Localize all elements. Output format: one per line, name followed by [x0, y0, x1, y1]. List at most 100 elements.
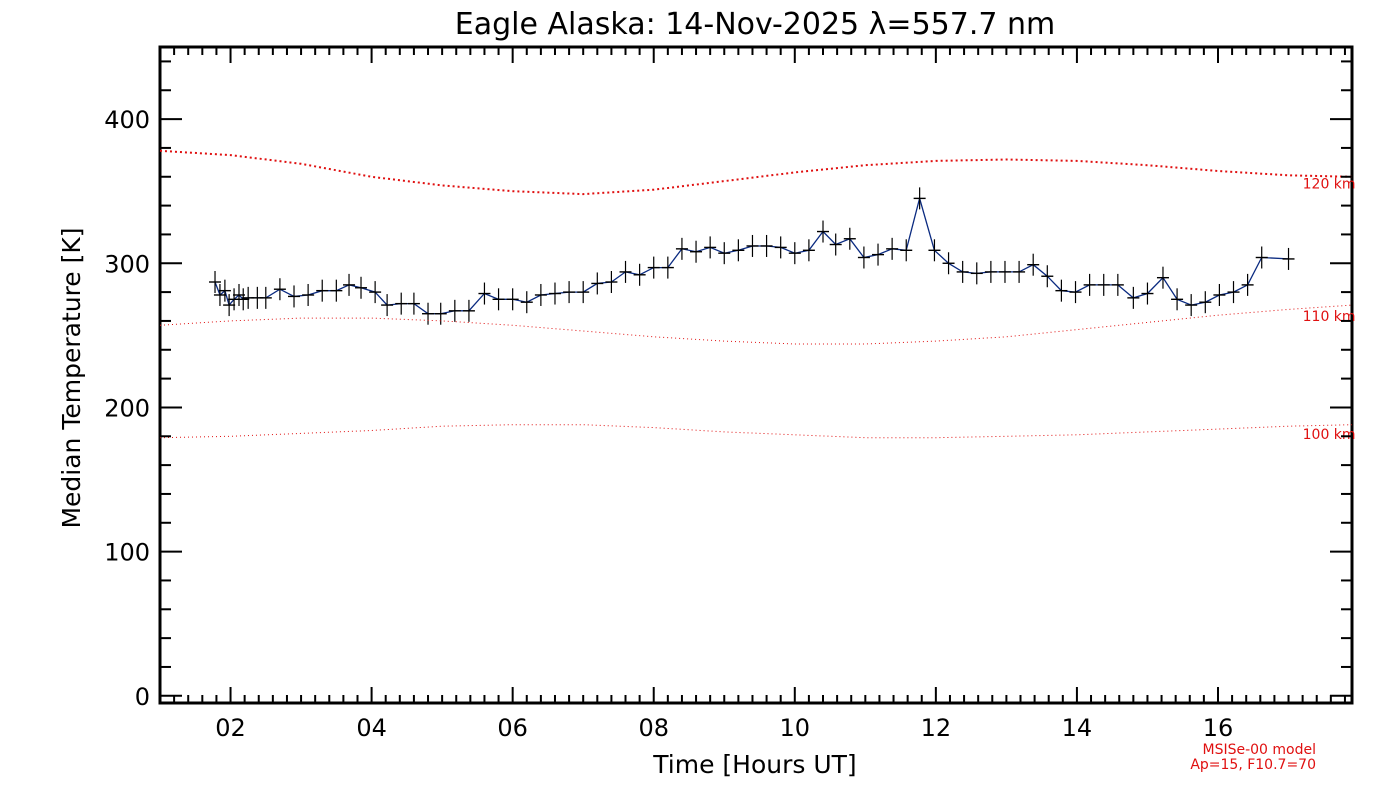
- data-point: [900, 239, 913, 262]
- data-point: [817, 220, 830, 243]
- x-tick-label: 14: [1062, 714, 1093, 742]
- data-point: [633, 263, 646, 286]
- data-point: [928, 239, 941, 262]
- data-point: [213, 283, 226, 306]
- data-point: [970, 262, 983, 285]
- data-point: [1255, 246, 1268, 269]
- curve-label: 120 km: [1303, 176, 1356, 192]
- data-point: [998, 260, 1011, 283]
- data-point: [942, 252, 955, 275]
- data-point: [462, 299, 475, 322]
- data-point: [1097, 273, 1110, 296]
- data-point: [760, 234, 773, 257]
- data-point: [1241, 273, 1254, 296]
- data-point: [1156, 266, 1169, 289]
- temperature-line: [214, 195, 1289, 315]
- data-point: [1127, 286, 1140, 309]
- data-point: [492, 288, 505, 311]
- data-point: [273, 278, 286, 301]
- data-point: [395, 292, 408, 315]
- y-tick-label: 300: [104, 250, 150, 278]
- curve-label: 100 km: [1303, 427, 1356, 443]
- data-point: [1171, 288, 1184, 311]
- data-point: [223, 294, 236, 317]
- data-point: [690, 240, 703, 263]
- data-point: [506, 288, 519, 311]
- data-point: [534, 283, 547, 306]
- data-point: [984, 260, 997, 283]
- data-point: [857, 246, 870, 269]
- y-axis-label: Median Temperature [K]: [57, 227, 86, 528]
- data-point: [343, 273, 356, 296]
- y-tick-label: 200: [104, 394, 150, 422]
- model-curve-line: [159, 149, 1353, 196]
- plot-content: 120 km 110 km 100 km: [159, 149, 1356, 443]
- data-point: [591, 272, 604, 295]
- data-point: [732, 239, 745, 262]
- data-point: [1083, 273, 1096, 296]
- data-point: [369, 281, 382, 304]
- data-point: [218, 279, 231, 302]
- data-point: [872, 243, 885, 266]
- data-point: [355, 276, 368, 299]
- series-temperature: [209, 187, 1295, 325]
- data-point: [1141, 282, 1154, 305]
- data-point: [1027, 253, 1040, 276]
- y-tick-label: 0: [135, 683, 150, 711]
- data-point: [802, 239, 815, 262]
- data-point: [1282, 247, 1295, 270]
- data-point: [259, 286, 272, 309]
- data-point: [1199, 291, 1212, 314]
- data-point: [956, 260, 969, 283]
- data-point: [605, 271, 618, 294]
- data-point: [661, 256, 674, 279]
- x-tick-label: 16: [1203, 714, 1234, 742]
- data-point: [718, 242, 731, 265]
- data-point: [1041, 265, 1054, 288]
- data-point: [788, 242, 801, 265]
- data-point: [647, 256, 660, 279]
- plot-frame: [158, 45, 1354, 705]
- data-point: [330, 279, 343, 302]
- data-point: [774, 236, 787, 259]
- data-point: [1227, 281, 1240, 304]
- data-point: [237, 288, 250, 311]
- x-tick-label: 12: [921, 714, 952, 742]
- data-point: [520, 291, 533, 314]
- data-point: [434, 302, 447, 325]
- data-point: [316, 279, 329, 302]
- series-100-km: [159, 424, 1353, 439]
- x-tick-label: 02: [215, 714, 246, 742]
- x-tick-label: 08: [638, 714, 669, 742]
- data-point: [422, 302, 435, 325]
- model-curve-line: [159, 304, 1353, 345]
- x-tick-label: 04: [356, 714, 387, 742]
- data-point: [548, 282, 561, 305]
- data-point: [577, 281, 590, 304]
- data-point: [1055, 279, 1068, 302]
- data-point: [407, 292, 420, 315]
- data-point: [1185, 294, 1198, 317]
- data-point: [1213, 283, 1226, 306]
- data-point: [704, 236, 717, 259]
- series-110-km: [159, 304, 1353, 345]
- x-tick-label: 10: [780, 714, 811, 742]
- x-axis-label: Time [Hours UT]: [652, 750, 856, 779]
- data-point: [209, 271, 222, 294]
- data-point: [913, 187, 926, 210]
- data-point: [448, 299, 461, 322]
- x-tick-label: 06: [497, 714, 528, 742]
- data-point: [1111, 273, 1124, 296]
- data-point: [829, 233, 842, 256]
- data-point: [563, 281, 576, 304]
- series-120-km: [159, 149, 1353, 196]
- data-point: [619, 260, 632, 283]
- model-curve-line: [159, 424, 1353, 439]
- model-note-line-1: MSISe-00 model: [1202, 742, 1316, 758]
- chart-title: Eagle Alaska: 14-Nov-2025 λ=557.7 nm: [455, 7, 1055, 42]
- data-point: [288, 285, 301, 308]
- data-point: [478, 282, 491, 305]
- curve-label: 110 km: [1303, 309, 1356, 325]
- data-point: [302, 283, 315, 306]
